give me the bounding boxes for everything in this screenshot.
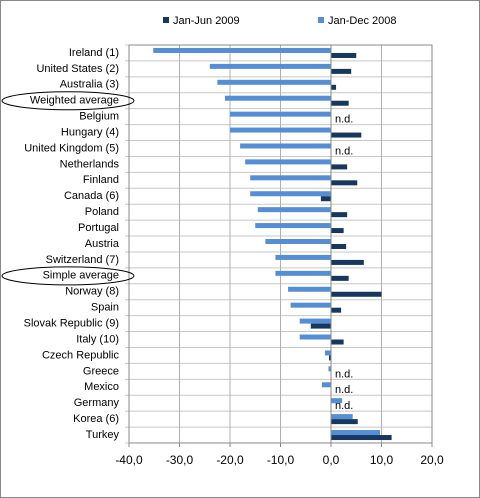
bar xyxy=(209,63,331,69)
value-label: n.d. xyxy=(335,368,353,380)
bar xyxy=(250,175,331,181)
bar xyxy=(255,223,331,229)
bar xyxy=(310,323,331,329)
highlight-ellipse xyxy=(1,91,135,111)
bar xyxy=(328,355,331,361)
y-tick-label: United States (2) xyxy=(36,63,119,75)
bar xyxy=(331,275,349,281)
bar xyxy=(331,68,352,74)
y-tick-label: United Kingdom (5) xyxy=(24,142,119,154)
bar xyxy=(331,244,347,249)
legend-label: Jan-Dec 2008 xyxy=(328,15,397,27)
bar xyxy=(324,350,331,356)
y-tick-label: Ireland (1) xyxy=(69,47,119,59)
bar xyxy=(331,307,342,313)
bar xyxy=(230,111,331,117)
bar xyxy=(250,191,331,197)
y-tick-label: Simple average xyxy=(43,270,119,282)
bar xyxy=(265,239,331,244)
value-label: n.d. xyxy=(335,145,353,157)
bar xyxy=(331,419,358,425)
y-tick-label: Netherlands xyxy=(60,158,120,170)
y-tick-label: Spain xyxy=(91,302,119,314)
bar xyxy=(320,196,331,202)
bar xyxy=(153,47,331,53)
y-tick-label: Italy (10) xyxy=(76,333,119,345)
bar xyxy=(331,291,382,297)
bar xyxy=(331,435,392,441)
y-tick-label: Finland xyxy=(83,174,119,186)
bar xyxy=(217,79,331,85)
legend-swatch xyxy=(163,17,169,23)
bar xyxy=(331,398,343,404)
bar xyxy=(240,143,331,149)
bar xyxy=(230,127,331,133)
x-tick-label: -20,0 xyxy=(216,453,244,467)
bar xyxy=(331,259,364,265)
bar xyxy=(257,207,331,213)
x-tick-label: 0,0 xyxy=(323,453,340,467)
bar xyxy=(331,430,380,436)
plot-border xyxy=(128,44,433,444)
value-label: n.d. xyxy=(335,114,353,126)
bar xyxy=(331,180,358,186)
bar xyxy=(331,84,337,90)
y-tick-label: Australia (3) xyxy=(60,79,119,91)
y-tick-label: Weighted average xyxy=(30,95,119,107)
bar xyxy=(331,164,348,170)
value-label: n.d. xyxy=(335,400,353,412)
legend-swatch xyxy=(318,17,324,23)
y-tick-label: Turkey xyxy=(86,429,120,441)
bar xyxy=(290,302,331,308)
y-tick-label: Belgium xyxy=(79,111,119,123)
bar xyxy=(321,382,331,388)
y-tick-label: Canada (6) xyxy=(64,190,119,202)
bar xyxy=(331,52,357,58)
y-tick-label: Portugal xyxy=(78,222,119,234)
y-tick-label: Germany xyxy=(74,397,120,409)
y-tick-label: Greece xyxy=(83,365,119,377)
bar xyxy=(245,159,331,165)
x-tick-label: -40,0 xyxy=(115,453,143,467)
bar xyxy=(331,414,353,420)
legend-label: Jan-Jun 2009 xyxy=(173,15,240,27)
y-tick-label: Austria xyxy=(85,238,120,250)
value-label: n.d. xyxy=(335,384,353,396)
bar xyxy=(275,270,331,276)
bar xyxy=(224,95,331,101)
bar xyxy=(331,212,348,218)
x-tick-label: -30,0 xyxy=(166,453,194,467)
x-tick-label: 20,0 xyxy=(420,453,444,467)
bar xyxy=(299,318,331,324)
bar xyxy=(331,132,362,138)
bar xyxy=(299,334,331,340)
x-tick-label: 10,0 xyxy=(370,453,394,467)
bar xyxy=(331,100,349,106)
bar xyxy=(275,254,331,260)
y-tick-label: Czech Republic xyxy=(42,349,120,361)
x-tick-label: -10,0 xyxy=(267,453,295,467)
y-tick-label: Mexico xyxy=(84,381,119,393)
highlight-ellipse xyxy=(1,266,135,286)
y-tick-label: Norway (8) xyxy=(65,286,119,298)
y-tick-label: Switzerland (7) xyxy=(46,254,119,266)
y-tick-label: Slovak Republic (9) xyxy=(24,318,119,330)
bar xyxy=(331,228,344,234)
bar xyxy=(328,366,331,372)
y-tick-label: Poland xyxy=(85,206,119,218)
bar xyxy=(288,286,331,292)
bar xyxy=(331,339,344,345)
y-tick-label: Hungary (4) xyxy=(61,126,119,138)
y-tick-label: Korea (6) xyxy=(73,413,119,425)
